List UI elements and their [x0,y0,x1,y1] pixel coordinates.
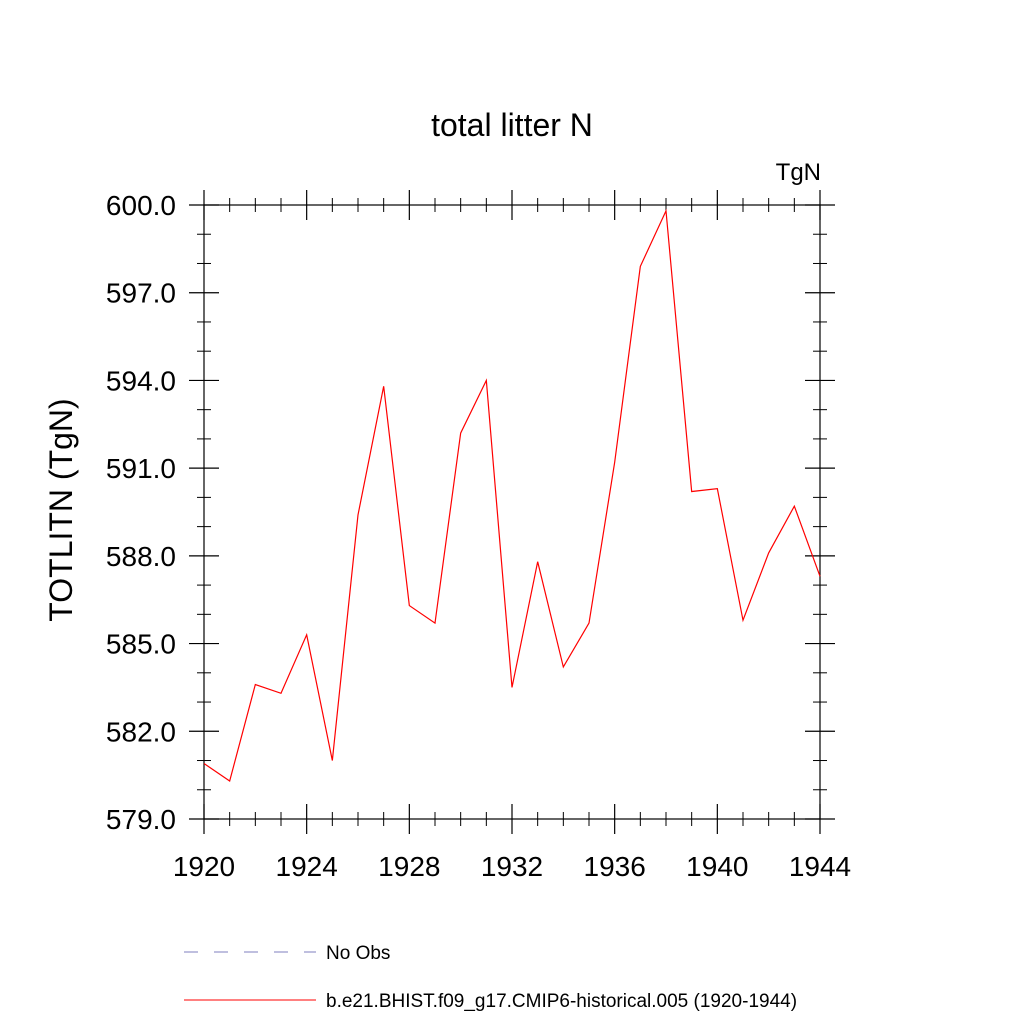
x-tick-label: 1924 [276,851,338,882]
legend-label: No Obs [326,943,390,964]
y-tick-label: 585.0 [106,629,176,660]
x-tick-label: 1936 [584,851,646,882]
axis-tick-labels: 1920 1924 1928 1932 1936 1940 1944 579.0 582.0 58… [106,190,851,882]
y-tick-label: 579.0 [106,804,176,835]
y-tick-label: 597.0 [106,278,176,309]
y-tick-label: 600.0 [106,190,176,221]
plot-frame [203,204,821,820]
x-tick-label: 1920 [173,851,235,882]
y-tick-label: 594.0 [106,365,176,396]
legend-label: b.e21.BHIST.f09_g17.CMIP6-historical.005… [326,991,797,1012]
x-tick-label: 1928 [378,851,440,882]
x-tick-label: 1944 [789,851,851,882]
data-series [203,208,821,782]
y-tick-label: 582.0 [106,716,176,747]
y-axis-label: TOTLITN (TgN) [43,398,79,621]
y-tick-label: 591.0 [106,453,176,484]
series-line [203,208,821,782]
x-tick-label: 1932 [481,851,543,882]
chart-title: total litter N [431,107,593,143]
units-label: TgN [776,159,821,186]
axis-ticks [189,190,835,834]
y-tick-label: 588.0 [106,541,176,572]
legend: No Obs b.e21.BHIST.f09_g17.CMIP6-historic… [184,943,797,1012]
x-tick-label: 1940 [686,851,748,882]
